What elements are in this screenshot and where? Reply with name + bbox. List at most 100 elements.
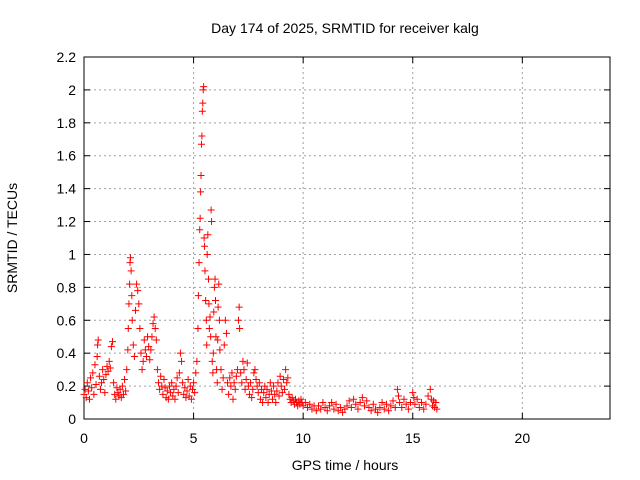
data-point [301,399,309,407]
data-point [297,395,305,403]
data-point [81,385,89,393]
data-point [122,387,130,395]
data-point [153,366,161,374]
data-point [204,231,212,239]
data-point [85,395,93,403]
data-point [87,374,95,382]
data-point [282,366,290,374]
data-point [354,405,362,413]
data-point [163,387,171,395]
data-point [138,366,146,374]
data-point [361,402,369,410]
data-point [231,385,239,393]
data-point [191,389,199,397]
data-point [88,384,96,392]
data-point [96,385,104,393]
data-point [264,399,272,407]
x-tick-label: 5 [190,430,198,446]
data-point [197,171,205,179]
data-point [367,407,375,415]
data-point [249,385,257,393]
data-point [159,390,167,398]
data-point [201,242,209,250]
y-tick-label: 2 [68,82,76,98]
data-point [268,395,276,403]
data-point [380,405,388,413]
data-point [330,405,338,413]
data-point [103,362,111,370]
data-point [133,280,141,288]
data-point [396,399,404,407]
data-point [225,390,233,398]
data-point [108,338,116,346]
data-point [343,402,351,410]
data-point [92,380,100,388]
data-point [272,399,280,407]
grid-layer [84,57,610,419]
chart-title: Day 174 of 2025, SRMTID for receiver kal… [211,20,479,36]
data-point [198,132,206,140]
data-point [215,316,223,324]
ticks-layer: 0 0.2 0.4 0.6 0.8 1 1.2 1.4 1.6 1.8 2 2.2 0 5 10 15 20 [57,49,610,446]
y-tick-label: 2.2 [57,49,77,65]
data-point [197,140,205,148]
data-point [83,379,91,387]
data-point [208,357,216,365]
data-point [136,325,144,332]
x-tick-label: 20 [515,430,531,446]
data-point [178,357,186,365]
data-point [202,316,210,324]
data-point [251,366,259,374]
data-point [410,394,418,402]
data-point [252,376,260,384]
data-point [139,357,147,365]
data-point [164,395,172,403]
data-point [276,372,284,380]
data-point [332,400,340,408]
y-axis-label: SRMTID / TECUs [4,183,20,293]
data-point [130,352,138,360]
data-point [214,336,222,344]
data-point [200,234,208,242]
data-point [312,407,320,415]
data-point [124,325,132,332]
data-point [206,313,214,321]
y-tick-label: 1.6 [57,148,77,164]
data-point [260,389,268,397]
data-point [275,392,283,400]
data-point [224,379,232,387]
data-point [126,280,134,288]
data-point [382,400,390,408]
data-point [200,83,208,91]
data-point [262,394,270,402]
data-point [137,349,145,357]
data-point [356,399,364,407]
y-tick-label: 0.4 [57,345,77,361]
data-point [214,303,222,311]
data-point [176,349,184,357]
data-point [128,316,136,324]
data-point [124,346,132,354]
y-tick-label: 0.2 [57,378,77,394]
data-point [212,333,220,341]
data-point [207,206,215,214]
data-point [420,405,428,413]
data-point [111,390,119,398]
data-point [237,369,245,377]
data-point [106,364,114,372]
data-point [135,300,143,308]
data-point [125,300,133,308]
data-point [210,283,218,291]
data-point [389,397,397,405]
data-point [128,292,136,300]
data-point [172,382,180,390]
data-point [235,303,243,311]
data-point [250,369,258,377]
data-point [411,400,419,408]
data-point [134,287,142,295]
data-point [91,361,99,369]
data-point [215,280,223,288]
data-points [80,83,441,416]
data-point [232,372,240,380]
data-point [171,395,179,403]
